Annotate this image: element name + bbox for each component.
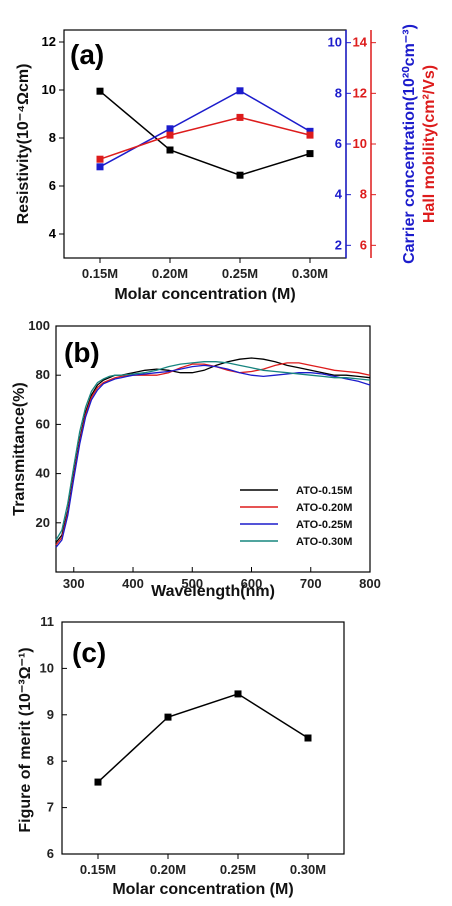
data-point-c: [234, 690, 242, 698]
x-tick-label-a: 0.25M: [222, 266, 258, 281]
y-tick-label-right_blue-a: 4: [335, 187, 343, 202]
y-tick-label-right_red-a: 10: [353, 136, 367, 151]
y-tick-label-b: 40: [36, 466, 50, 481]
data-point-a-right_blue: [306, 127, 314, 135]
chart-b: 300 400 500 600 700 800 20 40 60 80 100 (b) Wavele…: [11, 318, 381, 600]
series-line-b-1: [55, 362, 371, 546]
legend-label-b: ATO-0.15M: [296, 485, 352, 497]
x-tick-label-b: 400: [122, 576, 144, 591]
legend-label-b: ATO-0.30M: [296, 536, 352, 548]
y-tick-label-right_blue-a: 10: [328, 35, 342, 50]
y-tick-label-right_red-a: 6: [360, 237, 367, 252]
y-tick-label-left-a: 4: [49, 226, 57, 241]
y-axis-title-left-a: Resistivity(10⁻⁴Ωcm): [15, 64, 32, 225]
y-tick-label-right_red-a: 12: [353, 85, 367, 100]
y-axis-title-red-a: Hall mobility(cm²/Vs): [421, 65, 438, 223]
y-tick-label-right_blue-a: 2: [335, 237, 342, 252]
data-point-a-right_blue: [96, 163, 104, 171]
y-tick-label-left-a: 8: [49, 130, 56, 145]
x-tick-label-a: 0.20M: [152, 266, 188, 281]
x-tick-label-b: 300: [63, 576, 85, 591]
chart-c: 0.15M 0.20M 0.25M 0.30M 6 7 8 9 10 11 (c) Molar c…: [17, 614, 345, 898]
series-line-a-right_red: [99, 116, 311, 160]
y-axis-title-b: Transmittance(%): [11, 382, 28, 515]
panel-label-b: (b): [64, 337, 100, 368]
panel-label-a: (a): [70, 39, 104, 70]
data-point-c: [164, 713, 172, 721]
plot-frame-b: [55, 325, 371, 573]
y-tick-label-c: 9: [47, 707, 54, 722]
data-point-a-right_blue: [236, 87, 244, 95]
plot-frame-c: [61, 621, 345, 855]
y-tick-label-c: 10: [40, 660, 54, 675]
y-tick-label-c: 7: [47, 800, 54, 815]
series-line-b-2: [55, 364, 371, 548]
x-tick-label-a: 0.15M: [82, 266, 118, 281]
x-tick-label-c: 0.25M: [220, 862, 256, 877]
x-tick-label-c: 0.20M: [150, 862, 186, 877]
legend-b: ATO-0.15M ATO-0.20M ATO-0.25M ATO-0.30M: [240, 485, 352, 548]
series-line-b-0: [55, 357, 371, 543]
y-tick-label-left-a: 6: [49, 178, 56, 193]
y-tick-label-c: 6: [47, 846, 54, 861]
y-tick-label-b: 60: [36, 416, 50, 431]
data-point-a-right_red: [306, 131, 314, 139]
y-tick-label-left-a: 10: [42, 82, 56, 97]
y-tick-label-b: 100: [28, 318, 50, 333]
data-point-a-right_red: [166, 131, 174, 139]
data-point-c: [94, 778, 102, 786]
x-tick-label-b: 800: [359, 576, 381, 591]
data-point-c: [304, 734, 312, 742]
data-point-a-right_blue: [166, 125, 174, 133]
y-tick-label-right_blue-a: 6: [335, 136, 342, 151]
plot-frame-a: [63, 29, 372, 259]
series-line-b-3: [55, 361, 371, 541]
legend-label-b: ATO-0.20M: [296, 502, 352, 514]
x-tick-label-b: 700: [300, 576, 322, 591]
y-tick-label-right_red-a: 14: [353, 35, 368, 50]
data-point-a-left: [166, 146, 174, 154]
data-point-a-left: [306, 150, 314, 158]
series-line-a-right_blue: [99, 89, 311, 168]
x-tick-label-c: 0.30M: [290, 862, 326, 877]
series-line-a-left: [99, 90, 311, 176]
data-point-a-left: [96, 87, 104, 95]
x-tick-label-a: 0.30M: [292, 266, 328, 281]
y-tick-label-c: 11: [40, 614, 54, 629]
y-tick-label-right_blue-a: 8: [335, 85, 342, 100]
legend-label-b: ATO-0.25M: [296, 519, 352, 531]
y-axis-title-c: Figure of merit (10⁻³Ω⁻¹): [17, 647, 34, 832]
y-tick-label-left-a: 12: [42, 34, 56, 49]
y-tick-label-right_red-a: 8: [360, 187, 367, 202]
y-tick-label-b: 80: [36, 367, 50, 382]
x-axis-title-c: Molar concentration (M): [112, 881, 293, 898]
data-point-a-right_red: [96, 155, 104, 163]
chart-a: 0.15M 0.20M 0.25M 0.30M 4 6 8 10 12 2 4 6 8 10 6 8 10 12 1…: [15, 24, 438, 303]
x-tick-label-b: 600: [241, 576, 263, 591]
x-tick-label-b: 500: [181, 576, 203, 591]
series-line-c: [97, 693, 309, 783]
data-point-a-left: [236, 171, 244, 179]
y-tick-label-c: 8: [47, 753, 54, 768]
panel-label-c: (c): [72, 637, 106, 668]
y-axis-title-blue-a: Carrier concentration(10²⁰cm⁻³): [401, 24, 418, 264]
data-point-a-right_red: [236, 113, 244, 121]
x-axis-title-a: Molar concentration (M): [114, 286, 295, 303]
x-tick-label-c: 0.15M: [80, 862, 116, 877]
y-tick-label-b: 20: [36, 515, 50, 530]
x-axis-title-b: Wavelength(nm): [151, 583, 275, 600]
